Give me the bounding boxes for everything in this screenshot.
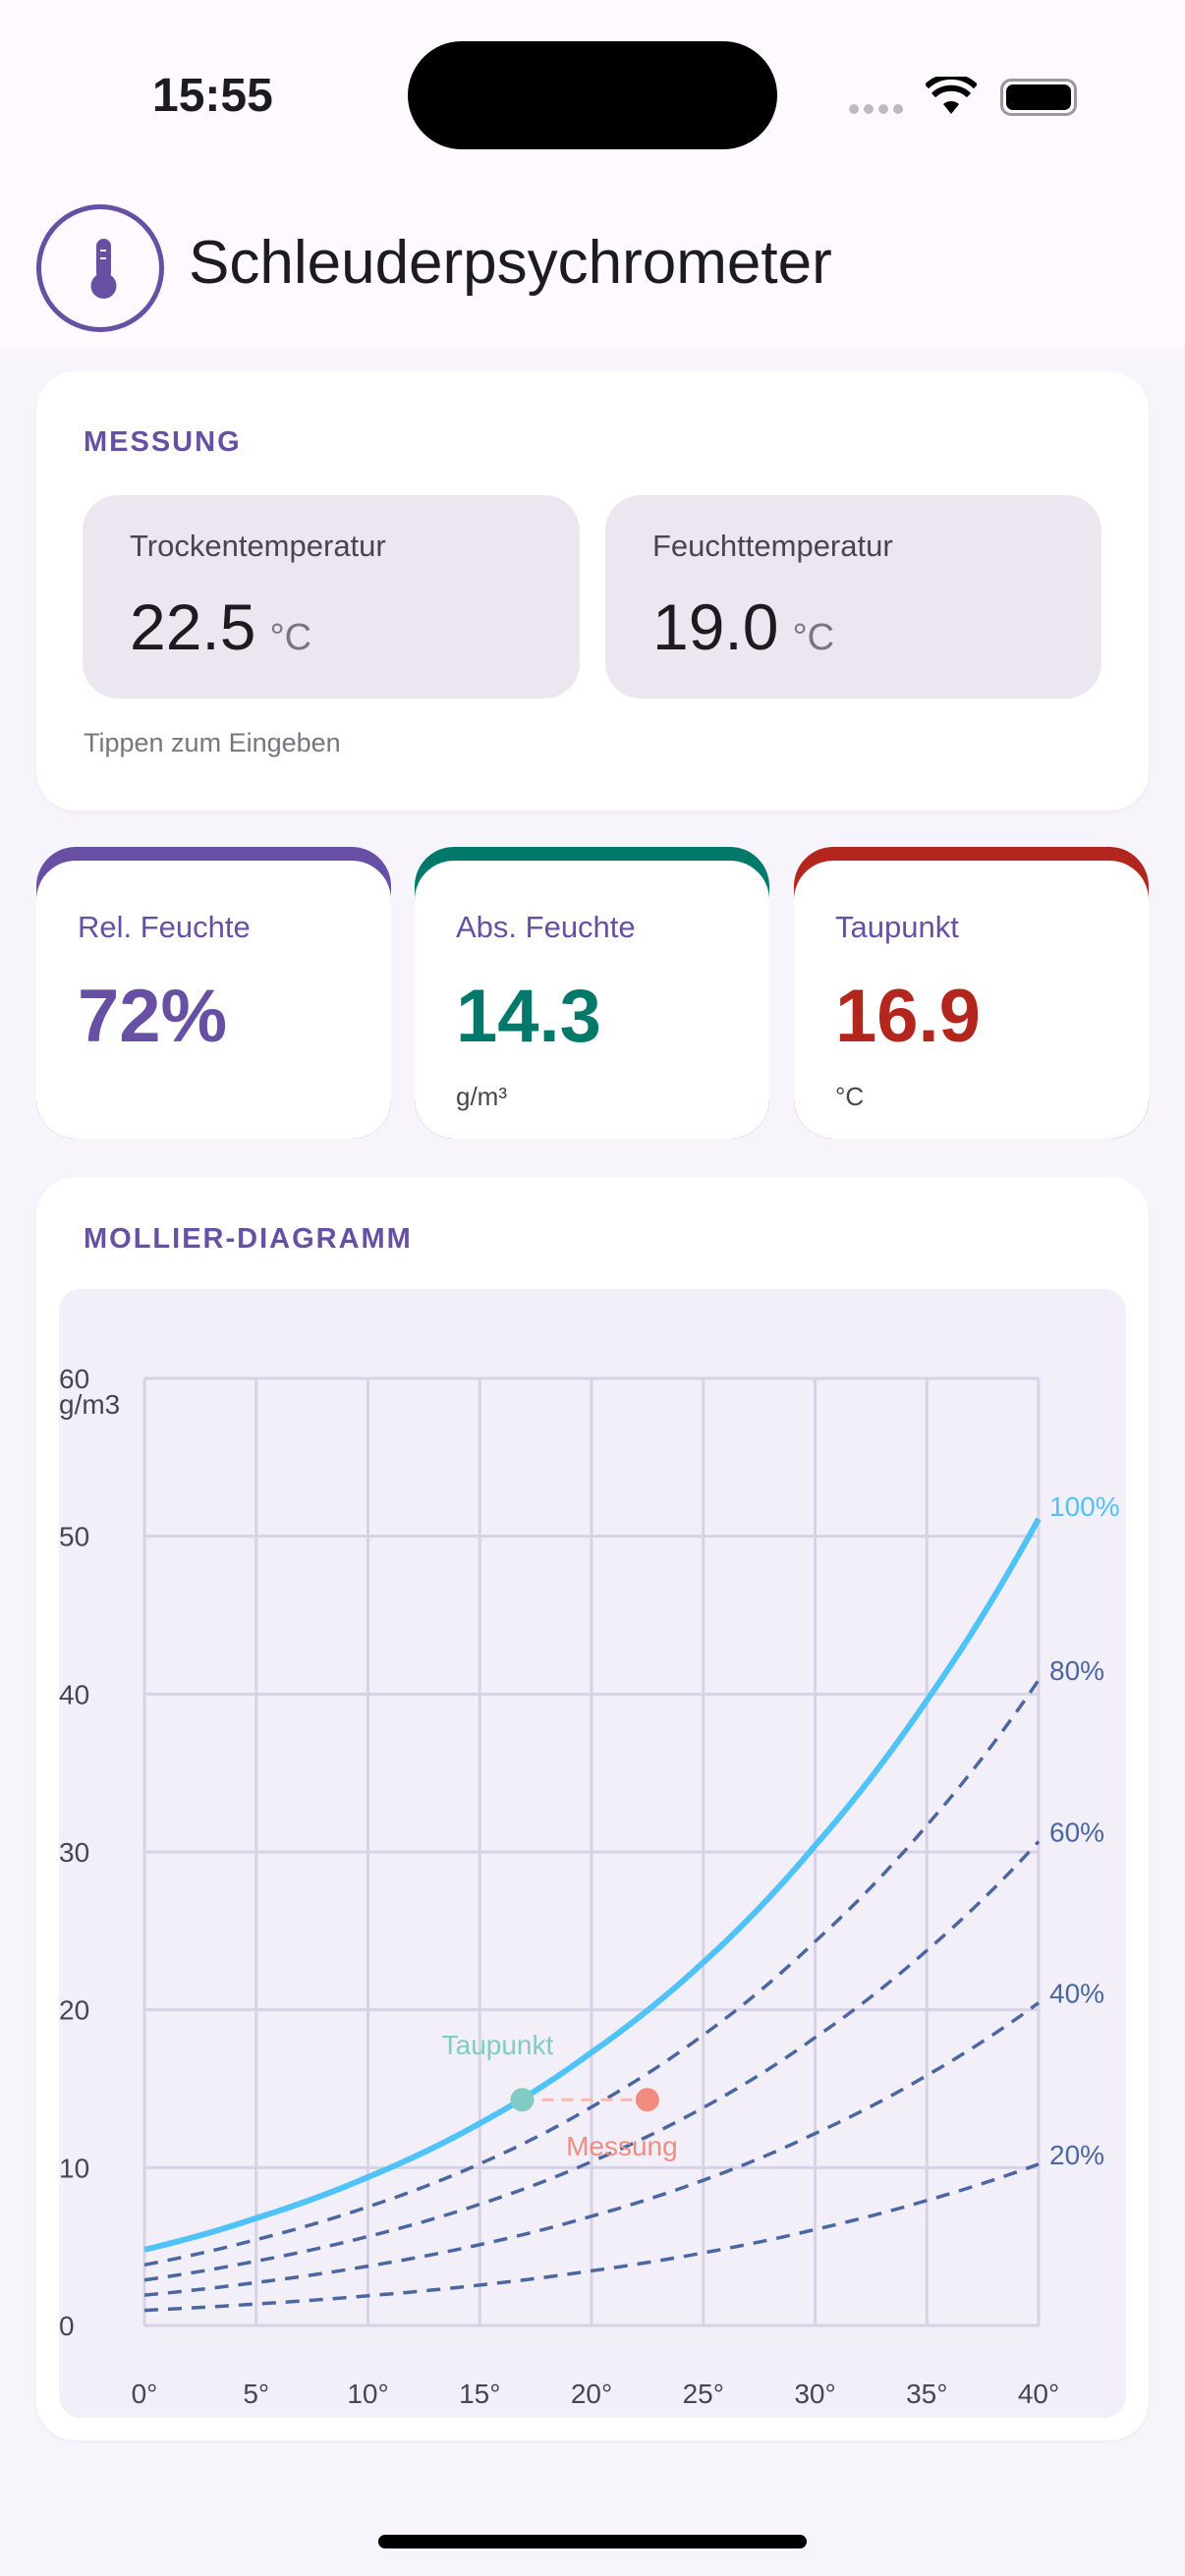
- stat-value: 14.3: [456, 975, 601, 1058]
- stat-card: Rel. Feuchte 72%: [36, 847, 391, 1139]
- stat-label: Abs. Feuchte: [456, 910, 636, 944]
- dry-temperature-unit: °C: [269, 617, 312, 658]
- home-indicator[interactable]: [378, 2535, 807, 2548]
- dry-temperature-value: 22.5: [130, 590, 256, 663]
- hint-text: Tippen zum Eingeben: [84, 728, 341, 757]
- x-tick-label: 30°: [794, 2379, 835, 2409]
- stat-unit: g/m³: [456, 1082, 507, 1111]
- stat-card: Abs. Feuchte 14.3 g/m³: [415, 847, 769, 1139]
- curve-label: 80%: [1049, 1655, 1104, 1686]
- stat-unit: °C: [835, 1082, 865, 1111]
- x-tick-label: 0°: [132, 2379, 158, 2409]
- curve-label: 40%: [1049, 1979, 1104, 2009]
- y-tick-label: 10: [59, 2153, 89, 2183]
- wifi-icon: [926, 77, 977, 114]
- y-axis-unit: g/m3: [59, 1389, 120, 1420]
- humidity-curve: [143, 1679, 1041, 2268]
- y-tick-label: 30: [59, 1837, 89, 1868]
- x-tick-label: 20°: [571, 2379, 612, 2409]
- status-time: 15:55: [152, 70, 273, 122]
- dry-temperature-label: Trockentemperatur: [130, 529, 386, 563]
- page-title: Schleuderpsychrometer: [189, 229, 832, 297]
- stat-label: Rel. Feuchte: [78, 910, 251, 944]
- y-tick-label: 40: [59, 1679, 89, 1709]
- dew-point-label: Taupunkt: [442, 2030, 554, 2060]
- measurement-card: MESSUNG Trockentemperatur 22.5 °C Feucht…: [36, 371, 1149, 811]
- y-tick-label: 0: [59, 2311, 75, 2341]
- x-tick-label: 40°: [1018, 2379, 1059, 2409]
- battery-icon: [1000, 79, 1077, 116]
- measurement-marker: [635, 2088, 659, 2112]
- stat-card: Taupunkt 16.9 °C: [794, 847, 1149, 1139]
- x-tick-label: 10°: [347, 2379, 388, 2409]
- wet-temperature-unit: °C: [792, 617, 835, 658]
- curve-label: 20%: [1049, 2140, 1104, 2170]
- stat-value: 72%: [78, 975, 228, 1058]
- signal-icon: [849, 104, 903, 114]
- wet-temperature-value: 19.0: [652, 590, 779, 663]
- humidity-curve: [143, 1517, 1042, 2253]
- dew-point-marker: [510, 2088, 535, 2112]
- humidity-curve: [143, 2162, 1040, 2313]
- dry-temperature-field[interactable]: Trockentemperatur 22.5 °C: [83, 495, 580, 699]
- curve-label: 100%: [1049, 1491, 1120, 1522]
- app-header: [0, 187, 1185, 349]
- humidity-curve: [143, 1840, 1041, 2282]
- section-label: MOLLIER-DIAGRAMM: [84, 1223, 413, 1255]
- dynamic-island: [408, 41, 777, 149]
- y-tick-label: 20: [59, 1995, 89, 2026]
- wet-temperature-field[interactable]: Feuchttemperatur 19.0 °C: [605, 495, 1101, 699]
- y-tick-label: 60: [59, 1364, 89, 1394]
- x-tick-label: 25°: [683, 2379, 724, 2409]
- measurement-label: Messung: [566, 2131, 678, 2161]
- thermometer-icon: [90, 239, 117, 299]
- section-label: MESSUNG: [84, 426, 242, 458]
- app-logo: [36, 204, 164, 332]
- x-tick-label: 15°: [459, 2379, 500, 2409]
- wet-temperature-label: Feuchttemperatur: [652, 529, 893, 563]
- y-tick-label: 50: [59, 1522, 89, 1552]
- humidity-curve: [143, 2001, 1041, 2297]
- x-tick-label: 5°: [243, 2379, 269, 2409]
- curve-label: 60%: [1049, 1817, 1104, 1847]
- stat-label: Taupunkt: [835, 910, 959, 944]
- x-tick-label: 35°: [906, 2379, 947, 2409]
- stat-value: 16.9: [835, 975, 981, 1058]
